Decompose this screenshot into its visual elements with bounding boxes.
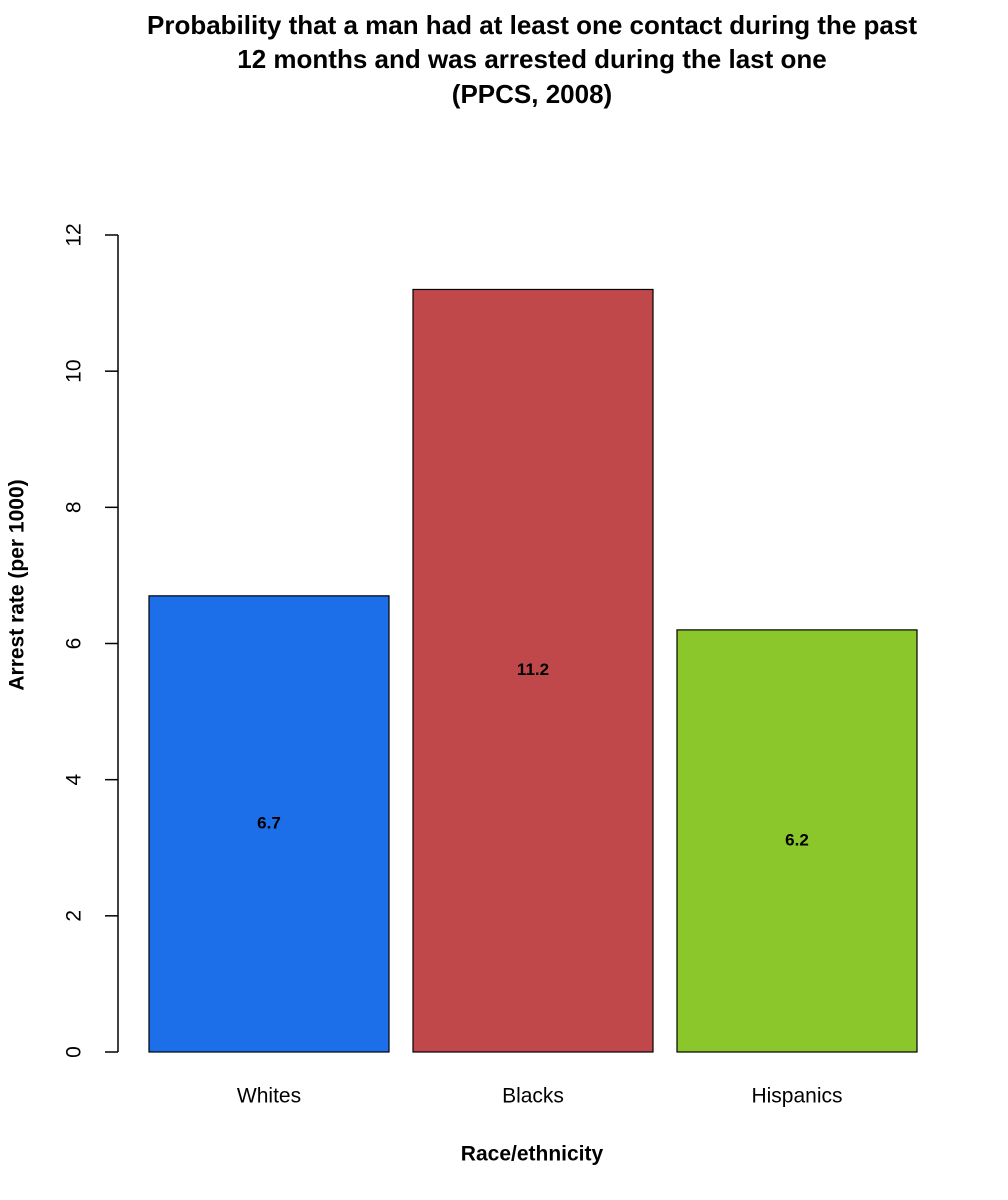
chart-title: Probability that a man had at least one … <box>147 10 917 40</box>
y-tick-label: 4 <box>63 774 86 786</box>
y-tick-label: 0 <box>63 1046 86 1058</box>
y-tick-label: 10 <box>63 359 86 382</box>
y-tick-label: 8 <box>63 501 86 513</box>
x-tick-label: Blacks <box>502 1085 564 1108</box>
bar <box>412 288 654 1053</box>
y-tick-label: 12 <box>63 223 86 246</box>
chart-title: 12 months and was arrested during the la… <box>237 44 826 74</box>
x-tick-label: Whites <box>237 1085 301 1108</box>
bar-value-label: 6.2 <box>785 830 809 849</box>
y-tick-label: 6 <box>63 638 86 650</box>
bar-value-label: 11.2 <box>517 660 549 679</box>
chart-title: (PPCS, 2008) <box>452 79 612 109</box>
bar <box>676 629 918 1053</box>
bar <box>148 595 390 1053</box>
x-tick-label: Hispanics <box>751 1085 842 1108</box>
y-tick-label: 2 <box>63 910 86 922</box>
x-axis-title: Race/ethnicity <box>461 1143 604 1166</box>
y-axis-title: Arrest rate (per 1000) <box>6 479 29 690</box>
bar-value-label: 6.7 <box>257 813 281 832</box>
